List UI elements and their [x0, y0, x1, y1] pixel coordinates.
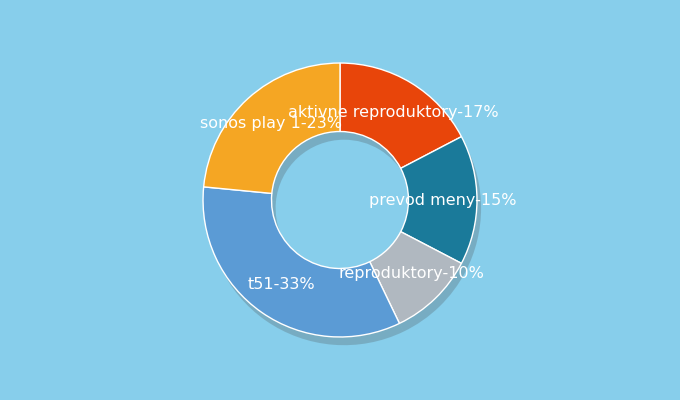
Wedge shape [208, 71, 344, 202]
Wedge shape [405, 145, 481, 272]
Wedge shape [207, 195, 403, 345]
Text: reproduktory-10%: reproduktory-10% [339, 266, 484, 281]
Wedge shape [374, 240, 466, 332]
Text: sonos play 1-23%: sonos play 1-23% [200, 116, 342, 132]
Wedge shape [203, 187, 399, 337]
Wedge shape [344, 71, 466, 176]
Text: aktivne reproduktory-17%: aktivne reproduktory-17% [288, 105, 498, 120]
Text: t51-33%: t51-33% [248, 277, 315, 292]
Wedge shape [401, 137, 477, 263]
Wedge shape [370, 232, 462, 324]
Wedge shape [203, 63, 340, 194]
Wedge shape [340, 63, 462, 168]
Text: prevod meny-15%: prevod meny-15% [369, 192, 517, 208]
